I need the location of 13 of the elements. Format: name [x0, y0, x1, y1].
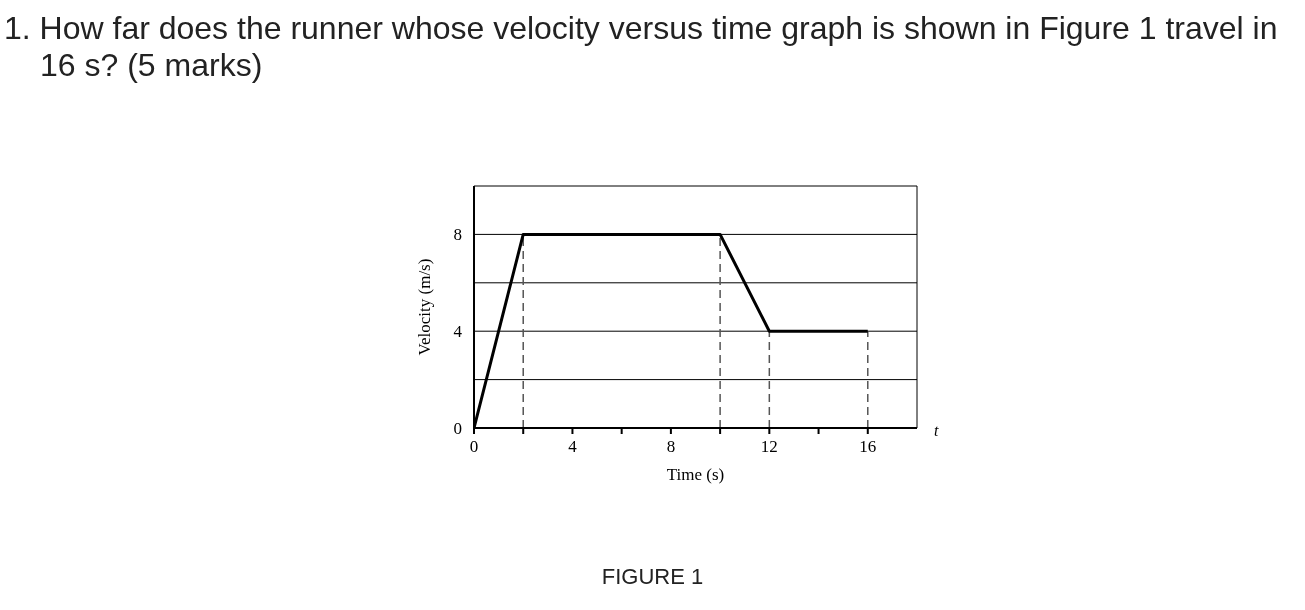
y-axis-title: Velocity (m/s): [415, 258, 435, 356]
x-tick-label: 12: [760, 437, 778, 456]
x-axis-title: Time (s): [666, 465, 725, 484]
x-tick-label: 8: [666, 437, 676, 456]
x-tick-label: 0: [469, 437, 479, 456]
chart-title: 1. How far does the runner whose velocity versus time graph is shown in Figure 1 travel in 16 s? (5 marks): [3, 10, 1279, 84]
text: t: [934, 422, 939, 440]
x-tick-label: 4: [568, 437, 578, 456]
y-tick-label: 4: [453, 322, 463, 342]
y-tick-label: 0: [453, 419, 462, 438]
caption: FIGURE 1: [600, 564, 705, 590]
y-tick-label: 8: [453, 225, 462, 245]
x-tick-label: 16: [859, 437, 877, 456]
